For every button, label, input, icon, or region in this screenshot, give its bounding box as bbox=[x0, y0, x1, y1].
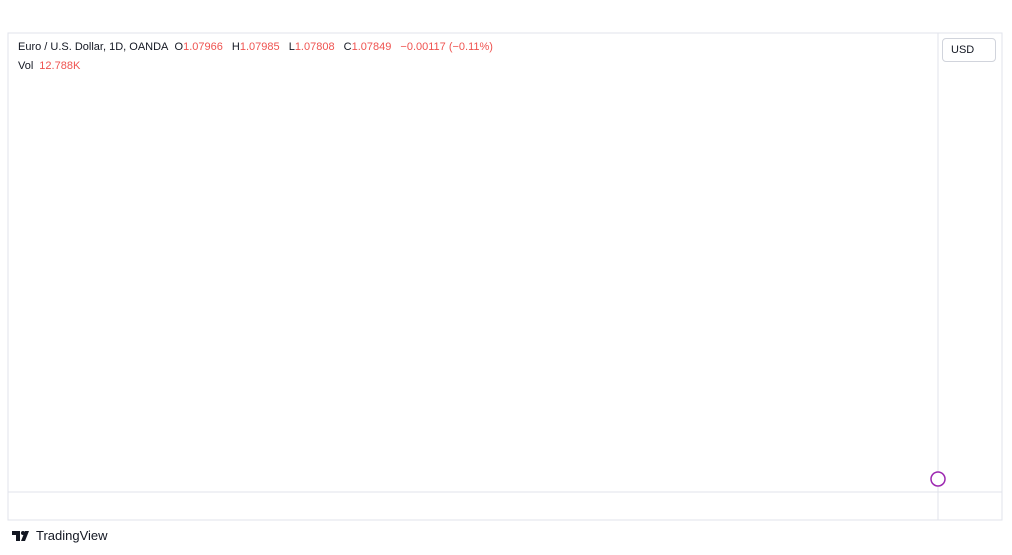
low-value: 1.07808 bbox=[294, 41, 335, 53]
close-value: 1.07849 bbox=[351, 41, 392, 53]
chart-frame bbox=[7, 32, 1003, 521]
brand-name: TradingView bbox=[36, 528, 108, 543]
volume-value: 12.788K bbox=[39, 60, 81, 72]
volume-title: Vol bbox=[18, 60, 34, 72]
ohlc-label: C bbox=[343, 41, 352, 53]
brand-logo bbox=[12, 530, 29, 541]
currency-button[interactable]: USD bbox=[942, 38, 996, 62]
volume-header: Vol 12.788K bbox=[18, 60, 80, 72]
high-value: 1.07985 bbox=[239, 41, 280, 53]
indicator-icon[interactable] bbox=[930, 471, 946, 487]
symbol-header: Euro / U.S. Dollar, 1D, OANDA O1.07966 H… bbox=[18, 41, 499, 53]
brand: TradingView bbox=[12, 528, 108, 543]
ohlc-label: O bbox=[174, 41, 184, 53]
symbol-title: Euro / U.S. Dollar, 1D, OANDA bbox=[18, 41, 169, 53]
open-value: 1.07966 bbox=[183, 41, 223, 53]
ohlc-label: L bbox=[288, 41, 295, 53]
ohlc-label: H bbox=[231, 41, 240, 53]
change-value: −0.00117 (−0.11%) bbox=[400, 41, 493, 53]
